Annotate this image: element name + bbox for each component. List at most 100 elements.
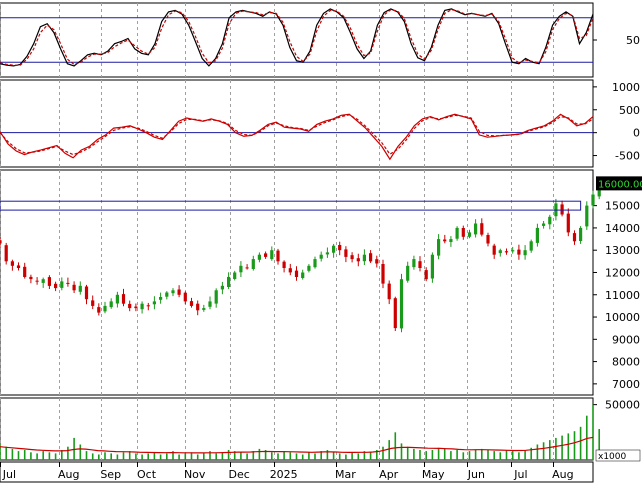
- volume-bar: [443, 448, 446, 460]
- stochastic-panel: 50: [0, 2, 640, 78]
- volume-bar: [388, 440, 390, 460]
- volume-bar: [283, 451, 285, 460]
- candle-body: [443, 239, 447, 242]
- y-tick-label: 0: [633, 127, 640, 140]
- volume-bar: [252, 451, 255, 460]
- candle-body: [449, 239, 453, 242]
- x-tick-label: Jul: [513, 468, 527, 481]
- volume-bar: [573, 431, 576, 460]
- volume-bar: [104, 452, 106, 461]
- volume-bar: [419, 450, 421, 460]
- volume-bar: [598, 429, 600, 460]
- volume-bar: [567, 433, 570, 460]
- candle-body: [134, 306, 138, 309]
- candle-body: [29, 276, 33, 280]
- volume-bar: [524, 450, 526, 460]
- volume-bar: [481, 448, 483, 460]
- volume-bar: [246, 453, 248, 460]
- volume-bar: [289, 452, 292, 461]
- candle-body: [214, 290, 218, 304]
- oscillator-panel: -500 0 500 1000: [0, 79, 640, 168]
- candle-body: [239, 265, 243, 273]
- candle-body: [189, 301, 194, 306]
- volume-bar: [23, 450, 26, 460]
- volume-bar: [511, 451, 514, 460]
- x-axis: Jul Aug Sep Oct Nov Dec 2025 Mar Apr May Jun Jul Aug: [0, 461, 594, 483]
- volume-bar: [221, 452, 224, 461]
- volume-bar: [203, 453, 205, 460]
- volume-bar: [5, 446, 7, 460]
- x-tick-label: Jun: [467, 468, 485, 481]
- price-label: 16000.00: [598, 179, 642, 190]
- volume-bar: [48, 452, 51, 461]
- candle-body: [406, 265, 410, 281]
- volume-bar: [277, 453, 279, 460]
- volume-bar: [326, 450, 329, 460]
- candle-body: [387, 283, 391, 300]
- candle-body: [97, 307, 101, 313]
- candle-body: [276, 250, 280, 262]
- y-tick-label: -500: [615, 150, 640, 163]
- candle-body: [177, 289, 181, 295]
- resistance-zone: [0, 200, 582, 211]
- candle-body: [572, 233, 577, 242]
- candle-body: [257, 254, 261, 260]
- candle-body: [356, 258, 360, 262]
- candle-body: [72, 284, 76, 291]
- y-tick-label: 50000: [605, 399, 640, 412]
- volume-bar: [474, 450, 477, 460]
- y-tick-label: 13000: [605, 244, 640, 257]
- candle-body: [344, 249, 348, 257]
- candle-body: [264, 253, 268, 257]
- candle-body: [591, 194, 595, 206]
- x-tick-label: 2025: [270, 468, 298, 481]
- candle-body: [146, 305, 150, 307]
- oscillator-series-1: [0, 114, 594, 156]
- candle-body: [91, 300, 95, 306]
- candle-body: [307, 265, 311, 271]
- volume-bar: [320, 451, 322, 460]
- volume-bar: [128, 451, 131, 460]
- candle-body: [109, 301, 113, 308]
- volume-bar: [190, 452, 193, 461]
- volume-ma-line: [0, 436, 594, 454]
- candle-body: [196, 303, 200, 311]
- candle-body: [517, 249, 521, 255]
- candle-body: [474, 223, 478, 235]
- x-axis-frame: [0, 461, 594, 483]
- candles: [0, 181, 601, 333]
- volume-bar: [493, 451, 495, 460]
- volume-bar: [135, 453, 137, 460]
- candle-body: [504, 251, 509, 253]
- volume-bar: [431, 450, 434, 460]
- candle-body: [430, 254, 434, 279]
- candle-body: [294, 270, 299, 277]
- volume-bar: [314, 453, 316, 460]
- volume-bar: [561, 435, 563, 460]
- x-tick-label: Oct: [137, 468, 157, 481]
- volume-bar: [450, 451, 452, 460]
- volume-bar: [116, 454, 119, 460]
- volume-bar: [42, 451, 44, 460]
- volume-bar: [369, 452, 372, 461]
- candle-body: [399, 279, 404, 329]
- panel-frame: [0, 169, 594, 396]
- x-tick-label: Aug: [552, 468, 573, 481]
- y-tick-label: 1000: [612, 81, 640, 94]
- volume-bar: [61, 450, 63, 460]
- candle-body: [455, 227, 459, 239]
- volume-bar: [0, 443, 1, 460]
- y-tick-label: 8000: [612, 356, 640, 369]
- volume-unit-box: [595, 449, 641, 462]
- y-tick-label: 10000: [605, 311, 640, 324]
- y-tick-label: 15000: [605, 200, 640, 213]
- volume-bar: [209, 451, 211, 460]
- candle-body: [159, 297, 163, 300]
- candle-body: [23, 266, 27, 277]
- volume-bar: [91, 453, 94, 460]
- candle-body: [529, 241, 533, 251]
- volume-bar: [122, 452, 125, 461]
- volume-panel: 50000 x1000: [0, 397, 641, 462]
- candle-body: [362, 254, 366, 262]
